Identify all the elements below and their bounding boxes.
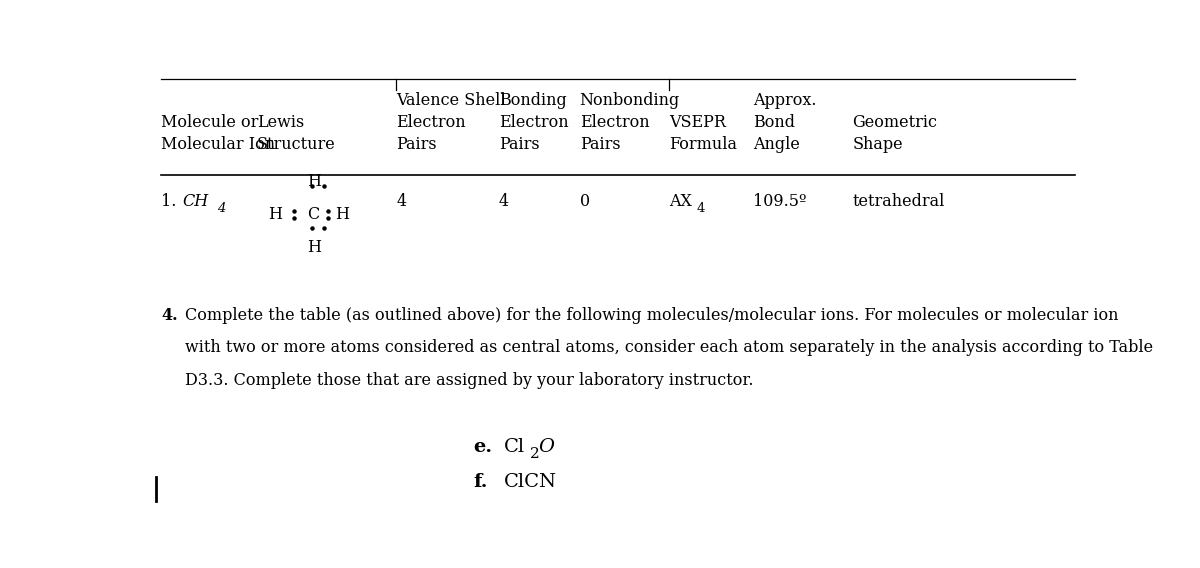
Text: 1.: 1. [161,193,181,210]
Text: Approx.: Approx. [752,92,816,109]
Text: H: H [307,239,322,256]
Text: Molecule or: Molecule or [161,114,258,131]
Text: Bonding: Bonding [499,92,566,109]
Text: AX: AX [668,193,692,210]
Text: Electron: Electron [580,114,649,131]
Text: VSEPR: VSEPR [668,114,726,131]
Text: O: O [538,438,554,456]
Text: Pairs: Pairs [396,136,437,153]
Text: CH: CH [182,193,209,210]
Text: 4: 4 [697,202,706,215]
Text: 0: 0 [580,193,589,210]
Text: Nonbonding: Nonbonding [580,92,680,109]
Text: H: H [307,173,322,190]
Text: H: H [335,206,349,223]
Text: Lewis: Lewis [257,114,305,131]
Text: Geometric: Geometric [852,114,937,131]
Text: ClCN: ClCN [504,473,557,491]
Text: Electron: Electron [499,114,569,131]
Text: e.: e. [474,438,493,456]
Text: 2: 2 [529,448,539,461]
Text: C: C [307,206,319,223]
Text: Electron: Electron [396,114,466,131]
Text: 4: 4 [499,193,509,210]
Text: Pairs: Pairs [499,136,539,153]
Text: with two or more atoms considered as central atoms, consider each atom separatel: with two or more atoms considered as cen… [185,339,1153,356]
Text: Valence Shell: Valence Shell [396,92,506,109]
Text: Shape: Shape [852,136,902,153]
Text: Cl: Cl [504,438,526,456]
Text: Molecular Ion: Molecular Ion [161,136,275,153]
Text: tetrahedral: tetrahedral [852,193,944,210]
Text: H: H [268,206,282,223]
Text: 4: 4 [217,202,226,215]
Text: Complete the table (as outlined above) for the following molecules/molecular ion: Complete the table (as outlined above) f… [185,307,1118,324]
Text: Formula: Formula [668,136,737,153]
Text: Pairs: Pairs [580,136,620,153]
Text: Structure: Structure [257,136,336,153]
Text: Angle: Angle [752,136,799,153]
Text: 4: 4 [396,193,407,210]
Text: 4.: 4. [161,307,178,324]
Text: D3.3. Complete those that are assigned by your laboratory instructor.: D3.3. Complete those that are assigned b… [185,372,754,389]
Text: f.: f. [474,473,488,491]
Text: 109.5º: 109.5º [752,193,806,210]
Text: Bond: Bond [752,114,794,131]
